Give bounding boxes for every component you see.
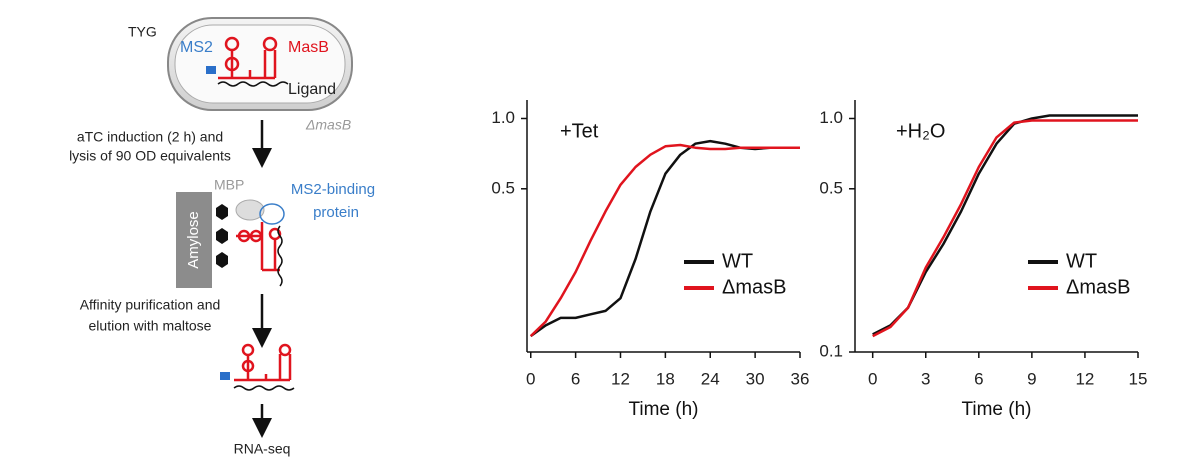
label: aTC induction (2 h) and: [77, 129, 223, 145]
data-line: [872, 114, 1138, 336]
label: MasB: [288, 39, 329, 56]
rna: [218, 36, 278, 80]
ms2-tag: [220, 372, 230, 380]
ligand-rna: [233, 385, 295, 391]
x-tick-label: 3: [921, 369, 930, 388]
label: TYG: [128, 24, 157, 40]
x-tick-label: 6: [974, 369, 983, 388]
x-tick-label: 30: [746, 369, 765, 388]
label: Amylose: [185, 211, 202, 269]
y-tick-label: 0.5: [491, 178, 515, 197]
ligand-rna: [277, 225, 283, 287]
x-tick-label: 0: [526, 369, 535, 388]
legend-label: ΔmasB: [722, 276, 786, 298]
label: elution with maltose: [89, 318, 212, 334]
rna: [234, 343, 292, 382]
y-tick-label: 1.0: [819, 108, 843, 127]
label: lysis of 90 OD equivalents: [69, 148, 231, 164]
x-tick-label: 12: [611, 369, 630, 388]
y-tick-label: 0.5: [819, 178, 843, 197]
ms2-tag: [206, 66, 216, 74]
amylose-resin: [176, 192, 212, 288]
rna: [236, 222, 282, 272]
y-tick-label: 1.0: [491, 108, 515, 127]
label: RNA-seq: [234, 441, 291, 457]
x-axis-label: Time (h): [628, 399, 698, 420]
legend-label: ΔmasB: [1066, 276, 1130, 298]
x-tick-label: 12: [1075, 369, 1094, 388]
x-tick-label: 6: [571, 369, 580, 388]
annotation: +Tet: [560, 120, 599, 142]
data-line: [529, 143, 800, 337]
x-tick-label: 15: [1129, 369, 1148, 388]
x-tick-label: 9: [1027, 369, 1036, 388]
cell-inner: [174, 24, 346, 104]
label: MS2: [180, 39, 213, 56]
x-tick-label: 24: [701, 369, 720, 388]
maltose-beads: [216, 204, 228, 268]
legend-label: WT: [722, 250, 753, 272]
annotation: +H₂O: [896, 120, 945, 142]
y-tick-label: 0.1: [819, 341, 843, 360]
mbp: [235, 199, 265, 221]
ligand-rna: [217, 81, 289, 87]
ms2-protein: [259, 203, 285, 225]
x-tick-label: 0: [868, 369, 877, 388]
schematic: TYG MS2 MasB Ligand ΔmasB aTC induction …: [69, 17, 375, 457]
label: Affinity purification and: [80, 297, 221, 313]
data-line: [872, 119, 1138, 338]
x-axis-label: Time (h): [961, 399, 1031, 420]
x-tick-label: 36: [791, 369, 810, 388]
x-tick-label: 18: [656, 369, 675, 388]
data-line: [529, 139, 800, 338]
label: MBP: [214, 177, 244, 193]
label: protein: [313, 204, 359, 221]
label: ΔmasB: [305, 117, 351, 133]
label: Ligand: [288, 81, 336, 98]
legend-label: WT: [1066, 250, 1097, 272]
label: MS2-binding: [291, 181, 375, 198]
